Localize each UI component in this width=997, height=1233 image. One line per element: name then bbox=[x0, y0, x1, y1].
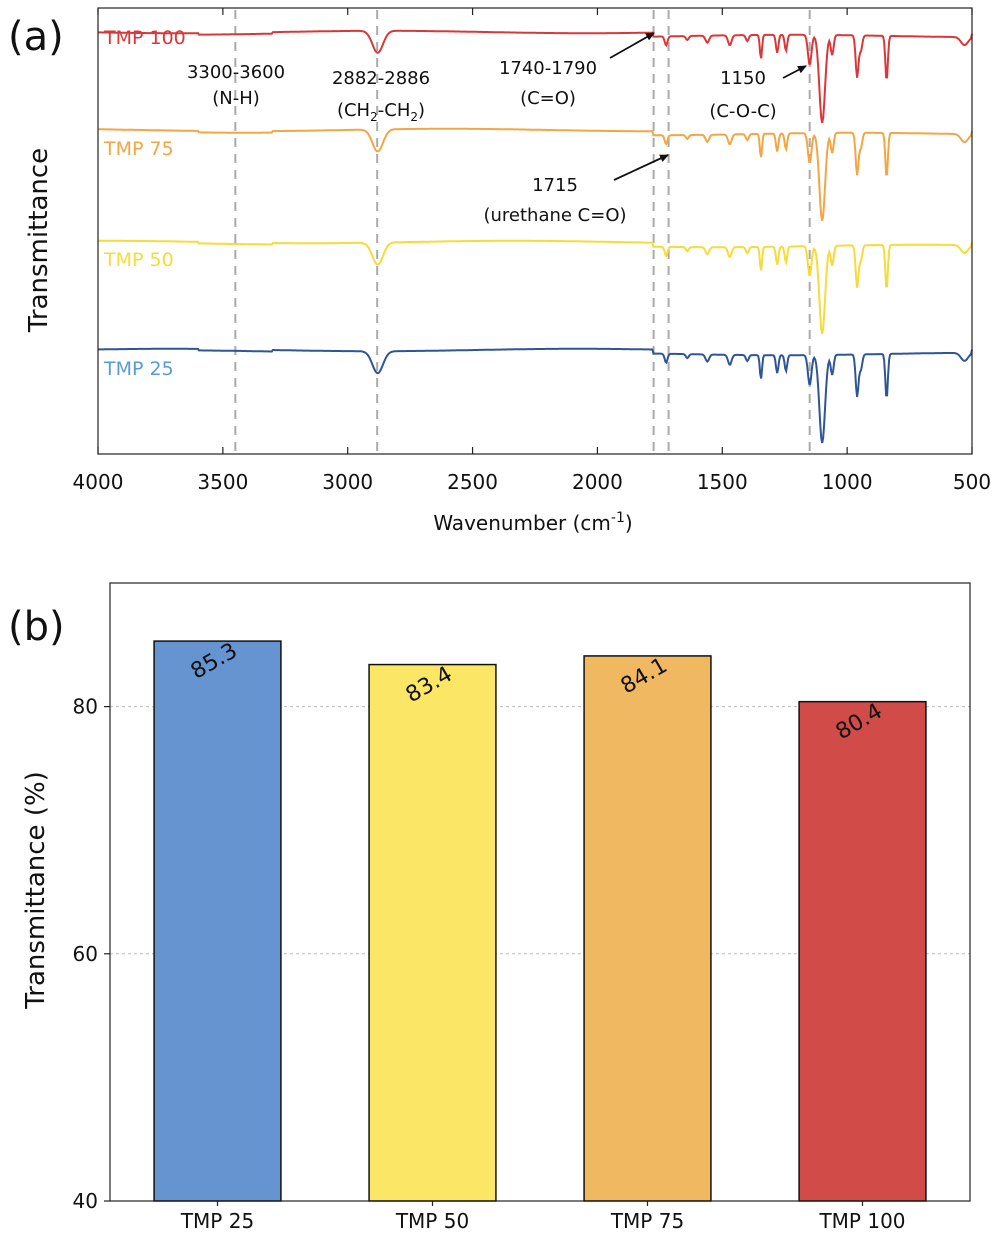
series-label-tmp50: TMP 50 bbox=[103, 249, 174, 271]
spectrum-line-tmp50 bbox=[98, 239, 973, 335]
x-axis-ticks: 4000 3500 3000 2500 2000 1500 1000 500 bbox=[73, 8, 991, 494]
spectrum-line-tmp100 bbox=[98, 29, 973, 124]
bars-group: 85.383.4 84.180.4 bbox=[153, 638, 927, 1202]
ch-group-subscript-1: 2 bbox=[370, 110, 378, 124]
ch-group-part-c: ) bbox=[418, 100, 425, 121]
spectrum-line-tmp25 bbox=[97, 347, 973, 444]
annotation-ch-range: 2882-2886 bbox=[332, 68, 430, 89]
y-axis-label-b: Transmittance (%) bbox=[21, 771, 51, 1010]
x-tick-label: 4000 bbox=[73, 470, 124, 494]
x-tick-label: 500 bbox=[953, 470, 991, 494]
bar-tmp25 bbox=[153, 640, 282, 1202]
annotation-nh-range: 3300-3600 bbox=[187, 62, 285, 83]
arrow-urethane bbox=[613, 154, 669, 181]
panel-label-a: (a) bbox=[8, 14, 64, 60]
x-tick-label: 2000 bbox=[572, 470, 623, 494]
x-axis-label: Wavenumber (cm-1) bbox=[433, 510, 632, 535]
y-tick-label: 80 bbox=[73, 695, 98, 719]
x-axis-label-suffix: ) bbox=[625, 511, 633, 535]
x-tick-label: 2500 bbox=[447, 470, 498, 494]
x-tick-label: 1000 bbox=[822, 470, 873, 494]
annotation-coc-range: 1150 bbox=[720, 68, 766, 89]
ch-group-part-b: -CH bbox=[378, 100, 411, 121]
bar-tmp100 bbox=[798, 700, 927, 1202]
annotation-urethane-value: 1715 bbox=[532, 175, 578, 196]
x-tick-label: 1500 bbox=[697, 470, 748, 494]
spectra-group bbox=[97, 29, 973, 444]
series-label-tmp100: TMP 100 bbox=[103, 27, 186, 49]
x-axis-label-prefix: Wavenumber (cm bbox=[433, 511, 611, 535]
annotation-coc-group: (C-O-C) bbox=[709, 101, 776, 122]
x-category-label: TMP 25 bbox=[180, 1209, 254, 1233]
series-label-tmp75: TMP 75 bbox=[103, 138, 174, 160]
annotation-nh-group: (N-H) bbox=[212, 88, 260, 109]
bar-plot-frame bbox=[109, 582, 971, 1202]
x-category-label: TMP 75 bbox=[610, 1209, 684, 1233]
y-tick-label: 40 bbox=[73, 1189, 98, 1213]
arrow-coc bbox=[782, 65, 807, 79]
x-category-label: TMP 100 bbox=[818, 1209, 905, 1233]
annotation-co-group: (C=O) bbox=[520, 88, 576, 109]
annotation-urethane-group: (urethane C=O) bbox=[483, 205, 626, 226]
bar-tmp50 bbox=[368, 663, 497, 1202]
y-axis-label-a: Transmittance bbox=[24, 148, 54, 333]
spectrum-line-tmp75 bbox=[97, 127, 973, 222]
panel-label-b: (b) bbox=[8, 604, 65, 650]
x-tick-label: 3500 bbox=[197, 470, 248, 494]
x-axis-label-superscript: -1 bbox=[611, 510, 625, 526]
annotation-ch-group: (CH2-CH2) bbox=[337, 100, 425, 124]
series-label-tmp25: TMP 25 bbox=[103, 358, 174, 380]
ch-group-part-a: (CH bbox=[337, 100, 370, 121]
arrow-co bbox=[609, 32, 655, 59]
spectrum-plot-frame bbox=[97, 7, 973, 455]
annotation-co-range: 1740-1790 bbox=[499, 58, 597, 79]
bar-tmp75 bbox=[583, 655, 712, 1202]
bar-axis-ticks: 40 60 80 TMP 25 TMP 50 TMP 75 TMP 100 bbox=[73, 695, 906, 1233]
ch-group-subscript-2: 2 bbox=[410, 110, 418, 124]
x-category-label: TMP 50 bbox=[395, 1209, 469, 1233]
x-tick-label: 3000 bbox=[322, 470, 373, 494]
y-tick-label: 60 bbox=[73, 942, 98, 966]
